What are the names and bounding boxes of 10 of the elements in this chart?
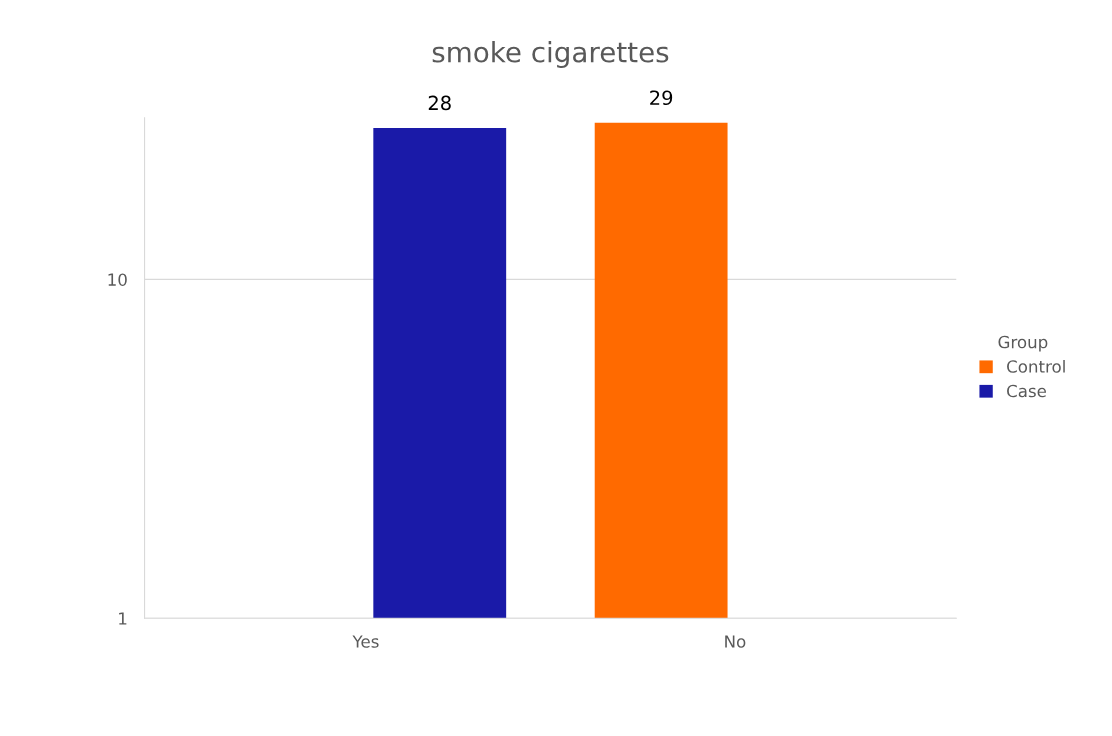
x-tick-label: Yes (352, 635, 379, 648)
data-label: 28 (428, 95, 451, 111)
data-label: 29 (650, 90, 673, 106)
chart-title: smoke cigarettes (432, 41, 669, 68)
y-tick-label: 1 (119, 612, 127, 625)
y-tick-label: 10 (108, 273, 127, 286)
x-tick-label: No (725, 635, 746, 648)
legend-title: Group (998, 335, 1048, 352)
legend-label: Control (1007, 359, 1065, 373)
legend-label: Case (1007, 384, 1047, 398)
